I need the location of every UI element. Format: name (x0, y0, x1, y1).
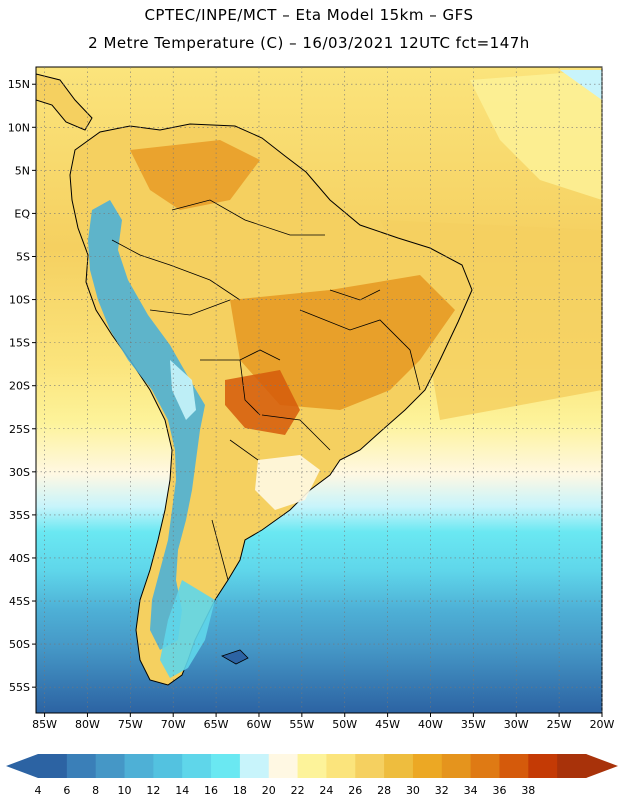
lat-label: 20S (9, 380, 30, 393)
legend-swatch (384, 754, 414, 778)
legend-swatch (211, 754, 241, 778)
lon-label: 55W (289, 718, 314, 730)
legend-swatch (355, 754, 385, 778)
legend-label: 22 (291, 784, 305, 797)
legend-label: 38 (521, 784, 535, 797)
legend-swatch (268, 754, 299, 778)
legend-swatch (499, 754, 529, 778)
color-legend: 4 6 8 10 12 14 16 18 20 22 24 26 28 30 32 34 36 38 (6, 754, 618, 797)
legend-label: 10 (118, 784, 132, 797)
lon-label: 40W (418, 718, 443, 730)
legend-label: 32 (435, 784, 449, 797)
legend-swatch (326, 754, 356, 778)
legend-label: 14 (175, 784, 189, 797)
lat-label: 55S (9, 681, 30, 694)
legend-swatch (412, 754, 443, 778)
lat-label: 10N (8, 121, 30, 134)
legend-label: 26 (348, 784, 362, 797)
lon-label: 80W (75, 718, 100, 730)
andes-ridge (88, 200, 205, 650)
map-title-line1: CPTEC/INPE/MCT – Eta Model 15km – GFS (144, 6, 474, 24)
lat-label: 40S (9, 552, 30, 565)
legend-label: 12 (146, 784, 160, 797)
lat-label: 30S (9, 466, 30, 479)
map-title-line2: 2 Metre Temperature (C) – 16/03/2021 12U… (88, 34, 530, 52)
legend-swatch (124, 754, 154, 778)
legend-swatch (297, 754, 327, 778)
lon-label: 30W (504, 718, 529, 730)
legend-label: 6 (63, 784, 70, 797)
legend-label: 4 (35, 784, 42, 797)
lon-label: 65W (204, 718, 229, 730)
lat-label: 5N (15, 164, 30, 177)
legend-swatch (153, 754, 183, 778)
legend-swatch (441, 754, 472, 778)
lon-label: 20W (590, 718, 615, 730)
legend-swatch (239, 754, 270, 778)
lat-label: 15S (9, 337, 30, 350)
legend-swatch (557, 754, 587, 778)
lon-label: 60W (247, 718, 272, 730)
legend-label: 18 (233, 784, 247, 797)
legend-swatch (182, 754, 212, 778)
legend-swatch (528, 754, 558, 778)
legend-label: 30 (406, 784, 420, 797)
legend-label: 24 (319, 784, 333, 797)
lat-label: 10S (9, 294, 30, 307)
legend-swatch (66, 754, 97, 778)
legend-label: 16 (204, 784, 218, 797)
lat-label: 45S (9, 595, 30, 608)
central-america-land (36, 73, 93, 131)
lat-label: 15N (8, 78, 30, 91)
country-borders (111, 199, 421, 581)
lon-label: 50W (332, 718, 357, 730)
lon-label: 85W (32, 718, 57, 730)
legend-label: 34 (464, 784, 478, 797)
legend-swatch (38, 754, 68, 778)
lat-label: 5S (16, 250, 30, 263)
lon-label: 35W (461, 718, 486, 730)
falkland-islands (221, 649, 249, 665)
legend-arrow-left (6, 754, 38, 778)
legend-swatch (470, 754, 500, 778)
lon-label: 45W (375, 718, 400, 730)
legend-label: 36 (492, 784, 506, 797)
lat-label: EQ (14, 207, 30, 220)
lon-label: 70W (161, 718, 186, 730)
legend-arrow-right (586, 754, 618, 778)
legend-swatch (95, 754, 126, 778)
lat-label: 25S (9, 423, 30, 436)
legend-label: 8 (92, 784, 99, 797)
lon-label: 25W (547, 718, 572, 730)
axis-ticks: 15N 10N 5N EQ 5S 10S 15S 20S 25S 30S 35S 40S 45S 50S 5… (8, 78, 615, 730)
legend-label: 20 (262, 784, 276, 797)
lon-label: 75W (118, 718, 143, 730)
map-frame (35, 66, 603, 714)
temperature-map: 15N 10N 5N EQ 5S 10S 15S 20S 25S 30S 35S 40S 45S 50S 5… (8, 66, 615, 730)
lat-label: 35S (9, 509, 30, 522)
legend-label: 28 (377, 784, 391, 797)
lat-label: 50S (9, 638, 30, 651)
